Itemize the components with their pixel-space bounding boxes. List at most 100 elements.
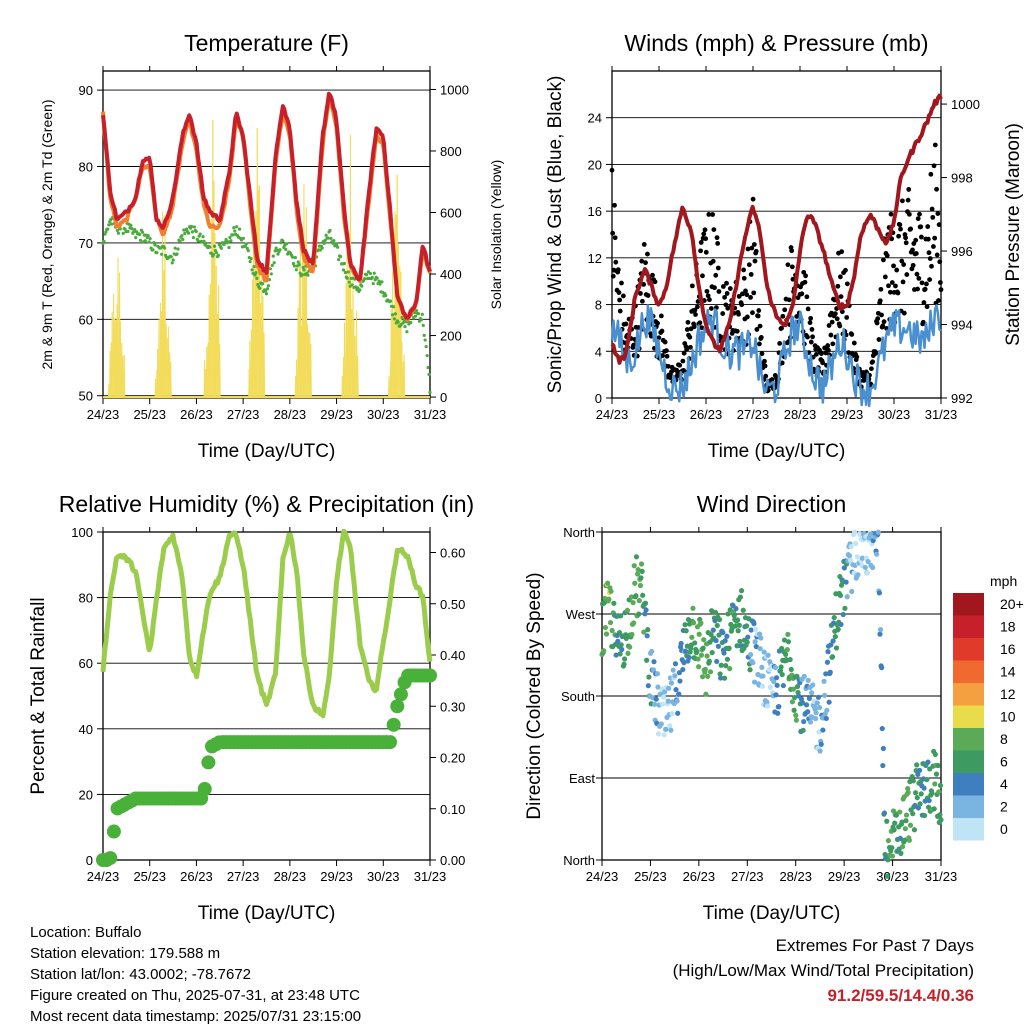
direction-point — [637, 598, 642, 603]
direction-point — [775, 683, 780, 688]
dewpoint-point — [232, 226, 235, 229]
dewpoint-point — [425, 345, 428, 348]
dewpoint-point — [138, 233, 141, 236]
direction-point — [606, 596, 611, 601]
dewpoint-point — [163, 246, 166, 249]
gust-point — [735, 329, 740, 334]
dewpoint-point — [332, 239, 335, 242]
direction-point — [774, 675, 779, 680]
dewpoint-point — [106, 227, 109, 230]
gust-point — [938, 280, 943, 285]
direction-point — [638, 583, 643, 588]
gust-point — [725, 291, 730, 296]
direction-point — [622, 656, 627, 661]
gust-point — [808, 316, 813, 321]
direction-point — [723, 638, 728, 643]
direction-point — [889, 845, 894, 850]
gust-point — [698, 248, 703, 253]
direction-point — [801, 728, 806, 733]
gust-point — [913, 238, 918, 243]
direction-point — [636, 612, 641, 617]
direction-point — [741, 608, 746, 613]
dewpoint-point — [229, 239, 232, 242]
y-tick-label-right: 0.40 — [440, 648, 465, 663]
gust-point — [883, 274, 888, 279]
y-tick-label: 0 — [86, 853, 93, 868]
x-axis-title: Time (Day/UTC) — [198, 441, 336, 462]
gust-point — [908, 227, 913, 232]
dewpoint-point — [302, 268, 305, 271]
direction-point — [733, 606, 738, 611]
y-axis-title-right: Solar Insolation (Yellow) — [488, 160, 504, 310]
direction-point — [882, 810, 887, 815]
y-tick-label-right: 0.10 — [440, 802, 465, 817]
gust-point — [915, 272, 920, 277]
direction-point — [938, 783, 943, 788]
direction-point — [700, 674, 705, 679]
solar-mark — [123, 356, 124, 397]
direction-point — [631, 620, 636, 625]
dewpoint-point — [339, 255, 342, 258]
gust-point — [741, 268, 746, 273]
gust-point — [835, 284, 840, 289]
dewpoint-point — [247, 249, 250, 252]
dewpoint-point — [175, 252, 178, 255]
dewpoint-point — [271, 264, 274, 267]
gust-point — [803, 280, 808, 285]
gust-point — [875, 321, 880, 326]
direction-point — [880, 726, 885, 731]
gust-point — [933, 143, 938, 148]
dewpoint-point — [174, 247, 177, 250]
gust-point — [838, 274, 843, 279]
direction-point — [744, 623, 749, 628]
dewpoint-point — [376, 277, 379, 280]
direction-point — [745, 635, 750, 640]
gust-point — [757, 342, 762, 347]
gust-point — [839, 249, 844, 254]
solar-mark — [404, 355, 405, 397]
precip-point — [103, 851, 117, 865]
gust-point — [745, 315, 750, 320]
direction-point — [640, 569, 645, 574]
gust-point — [922, 300, 927, 305]
gust-point — [849, 332, 854, 337]
direction-point — [836, 627, 841, 632]
dewpoint-point — [250, 268, 253, 271]
gust-point — [787, 297, 792, 302]
gust-point — [896, 291, 901, 296]
dewpoint-point — [144, 239, 147, 242]
gust-point — [617, 298, 622, 303]
direction-point — [632, 581, 637, 586]
x-tick-label: 24/23 — [596, 407, 629, 422]
dewpoint-point — [417, 312, 420, 315]
gust-point — [870, 359, 875, 364]
gust-point — [703, 236, 708, 241]
direction-point — [667, 723, 672, 728]
dewpoint-point — [384, 294, 387, 297]
gust-point — [621, 294, 626, 299]
gust-point — [777, 341, 782, 346]
dewpoint-point — [126, 230, 129, 233]
dewpoint-point — [391, 313, 394, 316]
direction-point — [669, 680, 674, 685]
dewpoint-point — [403, 325, 406, 328]
direction-point — [708, 669, 713, 674]
direction-point — [914, 762, 919, 767]
direction-point — [849, 589, 854, 594]
y-tick-label: 100 — [71, 525, 93, 540]
direction-point — [806, 678, 811, 683]
direction-point — [686, 655, 691, 660]
direction-point — [808, 719, 813, 724]
x-axis-title: Time (Day/UTC) — [198, 903, 336, 924]
x-tick-label: 31/23 — [414, 407, 447, 422]
dewpoint-point — [394, 312, 397, 315]
gust-point — [756, 314, 761, 319]
station-info: Location: Buffalo Station elevation: 179… — [30, 922, 361, 1027]
direction-point — [643, 607, 648, 612]
precip-point — [201, 755, 215, 769]
y-tick-label: 24 — [588, 111, 602, 126]
gust-point — [612, 203, 617, 208]
direction-point — [773, 665, 778, 670]
direction-point — [884, 819, 889, 824]
